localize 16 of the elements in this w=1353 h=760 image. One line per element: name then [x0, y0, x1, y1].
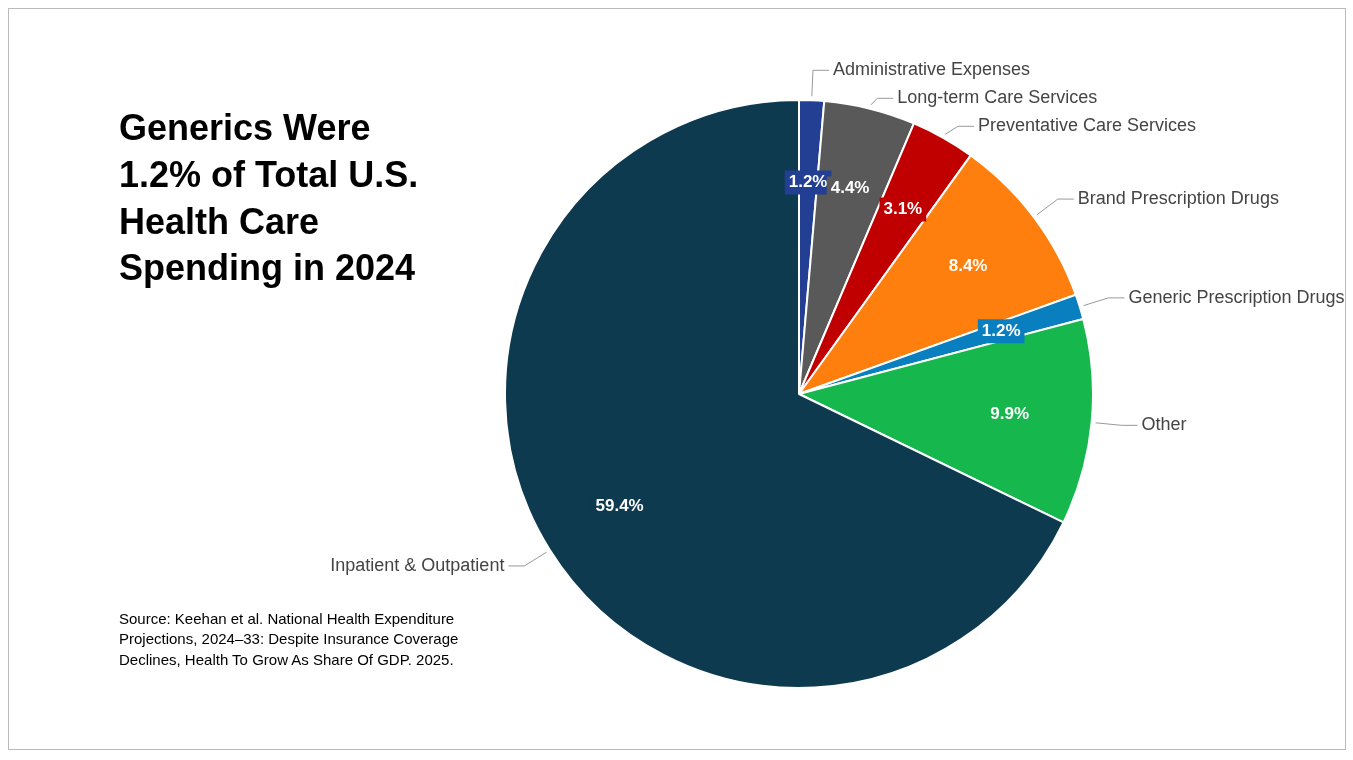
slice-label: Preventative Care Services — [977, 115, 1197, 136]
data-label: 3.1% — [883, 199, 923, 219]
slice-label: Brand Prescription Drugs — [1077, 188, 1279, 209]
data-label: 8.4% — [948, 256, 988, 276]
slice-label: Administrative Expenses — [832, 59, 1031, 80]
slice-label: Generic Prescription Drugs — [1128, 286, 1345, 307]
slice-label: Long-term Care Services — [897, 87, 1098, 108]
data-label: 9.9% — [990, 404, 1030, 424]
slice-label: Inpatient & Outpatient — [330, 554, 505, 575]
data-label: 59.4% — [595, 496, 644, 516]
source-note: Source: Keehan et al. National Health Expenditure Projections, 2024–33: Despite Insurance Coverage Declines, Health To Grow As Share Of GDP. 2025. — [119, 609, 460, 670]
slice-label: Other — [1141, 414, 1187, 435]
data-label: 1.2% — [981, 320, 1021, 340]
text: Generics Were 1.2% of Total U.S. Health Care Spending in 2024 — [119, 106, 420, 291]
data-label: 4.4% — [830, 178, 870, 198]
data-label: 1.2% — [788, 172, 828, 192]
